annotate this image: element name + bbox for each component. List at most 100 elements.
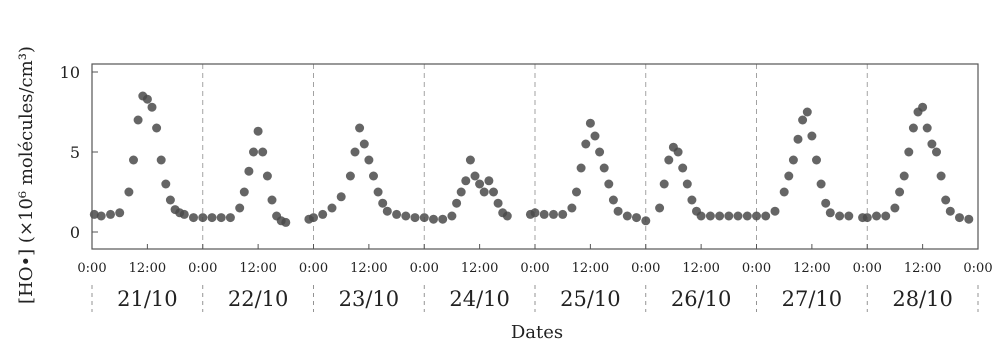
data-point: [927, 139, 937, 149]
data-point: [369, 171, 378, 181]
data-point: [465, 155, 475, 165]
data-point: [530, 208, 540, 218]
data-point: [682, 179, 692, 189]
data-point: [452, 198, 462, 208]
data-point: [179, 209, 189, 219]
x-tick-label: 0:00: [77, 261, 106, 276]
data-point: [945, 206, 955, 216]
data-point: [788, 155, 798, 165]
x-tick-label: 0:00: [299, 261, 328, 276]
data-point: [802, 107, 812, 117]
data-point: [881, 211, 891, 221]
x-tick-label: 12:00: [350, 261, 387, 276]
data-point: [955, 213, 964, 223]
data-point: [475, 179, 485, 189]
x-tick-label: 0:00: [742, 261, 771, 276]
data-point: [549, 209, 558, 219]
data-point: [198, 213, 208, 223]
data-point: [904, 147, 914, 157]
x-axis-title: Dates: [511, 322, 563, 343]
data-point: [189, 213, 198, 223]
data-point: [659, 179, 669, 189]
data-point: [608, 195, 618, 205]
data-point: [392, 209, 402, 219]
data-point: [161, 179, 171, 189]
data-point: [419, 213, 429, 223]
data-point: [115, 208, 125, 218]
data-point: [309, 213, 318, 223]
data-point: [447, 211, 457, 221]
data-point: [124, 187, 134, 197]
data-point: [576, 163, 586, 173]
data-point: [599, 163, 609, 173]
data-point: [761, 211, 771, 221]
data-point: [147, 102, 157, 112]
data-point: [470, 171, 480, 181]
data-point: [742, 211, 752, 221]
x-tick-label: 0:00: [410, 261, 439, 276]
data-point: [258, 147, 268, 157]
data-point: [502, 211, 512, 221]
y-tick-label: 5: [70, 143, 80, 162]
data-layer: [89, 91, 974, 227]
data-point: [539, 209, 549, 219]
data-point: [821, 198, 831, 208]
y-tick-label: 0: [70, 223, 80, 242]
x-tick-label: 12:00: [904, 261, 941, 276]
data-point: [812, 155, 821, 165]
day-label: 25/10: [560, 287, 621, 311]
data-point: [932, 147, 941, 157]
data-point: [249, 147, 258, 157]
data-point: [613, 206, 623, 216]
data-point: [373, 187, 383, 197]
data-point: [807, 131, 817, 141]
data-point: [733, 211, 743, 221]
day-label: 21/10: [117, 287, 178, 311]
data-point: [350, 147, 360, 157]
data-point: [235, 203, 245, 213]
data-point: [327, 203, 337, 213]
data-point: [484, 176, 494, 186]
data-point: [152, 123, 162, 133]
data-point: [922, 123, 932, 133]
data-point: [345, 171, 355, 181]
axis-layer: 0 5 10 0:00 12:00 0:00 12:00 0:00 12:00 0:00 12:00…: [60, 63, 993, 312]
x-tick-label: 0:00: [631, 261, 660, 276]
data-point: [844, 211, 854, 221]
y-axis-title: [HO•] (×10⁶ molécules/cm³): [16, 46, 37, 304]
data-point: [401, 211, 411, 221]
data-point: [895, 187, 905, 197]
data-point: [142, 94, 152, 104]
data-point: [281, 217, 291, 227]
x-tick-label: 0:00: [520, 261, 549, 276]
data-point: [908, 123, 918, 133]
data-point: [590, 131, 600, 141]
data-point: [410, 213, 420, 223]
data-point: [622, 211, 632, 221]
data-point: [156, 155, 166, 165]
data-point: [129, 155, 138, 165]
data-point: [318, 209, 328, 219]
data-point: [438, 214, 448, 224]
x-tick-label: 0:00: [853, 261, 882, 276]
x-tick-label: 0:00: [963, 261, 992, 276]
data-point: [918, 102, 928, 112]
data-point: [770, 206, 780, 216]
day-label: 26/10: [671, 287, 732, 311]
day-label: 28/10: [892, 287, 953, 311]
data-point: [106, 209, 115, 219]
data-point: [595, 147, 605, 157]
data-point: [899, 171, 909, 181]
day-label: 24/10: [449, 287, 510, 311]
x-tick-label: 12:00: [793, 261, 830, 276]
data-point: [862, 213, 872, 223]
data-point: [456, 187, 466, 197]
data-point: [752, 211, 761, 221]
data-point: [461, 176, 471, 186]
data-point: [678, 163, 688, 173]
data-point: [364, 155, 374, 165]
data-point: [825, 208, 835, 218]
data-point: [244, 166, 254, 176]
